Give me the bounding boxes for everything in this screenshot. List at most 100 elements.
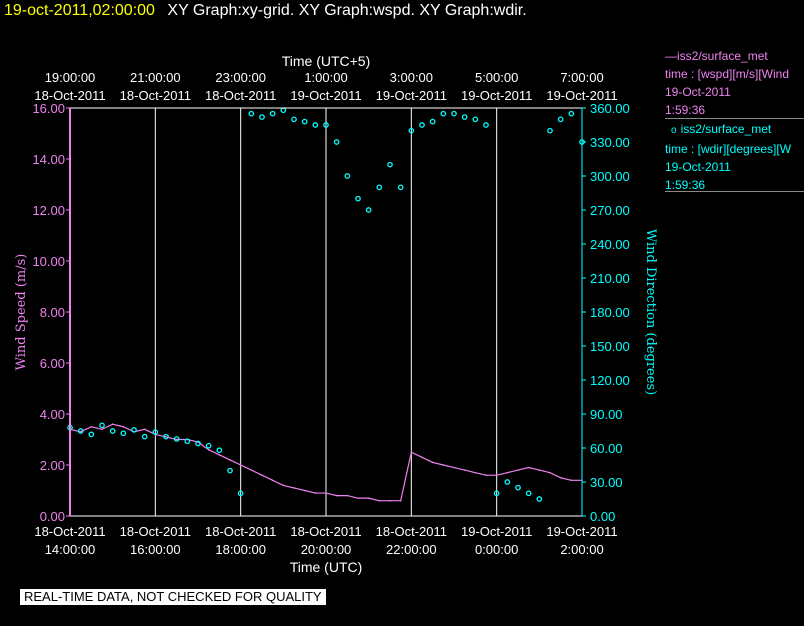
bottom-tick-time: 14:00:00 [45, 542, 96, 557]
wind-direction-point [88, 431, 95, 438]
wind-direction-point [99, 422, 105, 429]
wind-direction-point [280, 107, 287, 114]
wind-speed-point [143, 428, 146, 431]
right-tick-label: 60.00 [590, 441, 623, 456]
wind-speed-point [303, 489, 306, 492]
top-tick-time: 21:00:00 [130, 70, 181, 85]
wind-speed-point [111, 423, 114, 426]
wind-speed-point [314, 492, 317, 494]
bottom-tick-date: 18-Oct-2011 [205, 524, 276, 539]
wind-speed-point [90, 425, 93, 428]
right-axis-label: Wind Direction (degrees) [643, 229, 658, 395]
left-tick-label: 8.00 [40, 305, 65, 320]
wind-speed-point [549, 471, 551, 474]
top-axis-label: Time (UTC+5) [282, 53, 371, 69]
wind-direction-point [451, 110, 457, 117]
legend-wdir-var: time : [wdir][degrees][W [665, 142, 792, 156]
wind-speed-point [357, 497, 359, 499]
legend-divider [665, 118, 804, 119]
right-tick-label: 240.00 [590, 237, 630, 252]
legend-wspd: —iss2/surface_met time : [wspd][m/s][Win… [665, 47, 804, 119]
wind-speed-point [463, 469, 466, 471]
left-tick-label: 14.00 [32, 152, 65, 167]
wind-speed-point [101, 428, 103, 431]
wind-direction-point [120, 430, 127, 437]
left-tick-label: 16.00 [32, 101, 65, 116]
top-tick-time: 23:00:00 [215, 70, 266, 85]
wind-direction-point [227, 467, 233, 474]
wind-direction-point [472, 116, 479, 123]
top-tick-time: 19:00:00 [45, 70, 96, 85]
top-tick-date: 18-Oct-2011 [34, 88, 105, 103]
wind-direction-point [173, 436, 180, 442]
right-tick-label: 270.00 [590, 203, 630, 218]
wind-speed-point [122, 425, 125, 428]
wind-direction-point [376, 184, 383, 191]
right-tick-label: 360.00 [590, 101, 630, 116]
wind-direction-point [131, 427, 137, 433]
left-tick-label: 2.00 [40, 458, 65, 473]
wind-direction-point [195, 440, 201, 447]
top-tick-date: 19-Oct-2011 [546, 88, 617, 103]
wind-speed-point [421, 456, 423, 459]
wind-speed-point [474, 471, 477, 474]
wind-speed-point [538, 469, 541, 471]
legend-divider-2 [665, 191, 804, 192]
legend-wspd-var: time : [wspd][m/s][Wind [665, 67, 790, 81]
wind-direction-point [109, 428, 116, 434]
top-tick-date: 18-Oct-2011 [120, 88, 191, 103]
header-timestamp: 19-oct-2011,02:00:00 [4, 2, 155, 19]
wind-direction-point [344, 173, 351, 179]
wind-direction-point [205, 442, 212, 449]
wind-direction-point [440, 110, 447, 117]
bottom-tick-date: 18-Oct-2011 [376, 524, 447, 539]
bottom-tick-time: 2:00:00 [560, 542, 603, 557]
wind-direction-point [216, 447, 223, 454]
wind-speed-point [207, 448, 210, 451]
legend-wspd-date: 19-Oct-2011 [665, 85, 731, 99]
left-tick-label: 4.00 [40, 407, 65, 422]
wind-speed-point [517, 469, 519, 471]
legend-wdir-date: 19-Oct-2011 [665, 160, 731, 174]
legend-wdir: o iss2/surface_met time : [wdir][degrees]… [665, 120, 804, 192]
wind-direction-point [184, 438, 191, 445]
header-graph-list: XY Graph:xy-grid. XY Graph:wspd. XY Grap… [167, 2, 527, 19]
right-tick-label: 180.00 [590, 305, 630, 320]
bottom-tick-time: 22:00:00 [386, 542, 437, 557]
wind-direction-point [397, 184, 404, 191]
wind-speed-point [527, 466, 530, 469]
wind-speed-point [559, 476, 562, 479]
wind-speed-point [367, 497, 370, 499]
wind-direction-point [312, 122, 319, 128]
wind-direction-point [141, 433, 148, 440]
wind-direction-point [237, 490, 244, 497]
left-tick-label: 12.00 [32, 203, 65, 218]
wind-direction-point [547, 127, 553, 134]
wind-speed-point [165, 436, 167, 438]
top-tick-date: 19-Oct-2011 [376, 88, 447, 103]
wind-speed-point [495, 474, 498, 477]
wind-direction-point [483, 122, 489, 128]
bottom-tick-date: 18-Oct-2011 [290, 524, 361, 539]
bottom-tick-date: 18-Oct-2011 [34, 524, 105, 539]
wind-speed-point [175, 438, 178, 441]
wind-direction-point [461, 114, 468, 120]
wind-speed-point [399, 499, 402, 502]
wind-direction-point [429, 118, 436, 125]
wind-speed-point [282, 484, 285, 487]
wind-speed-point [570, 479, 573, 482]
wind-direction-point [301, 118, 308, 125]
wind-speed-point [453, 466, 455, 469]
left-tick-label: 0.00 [40, 509, 65, 524]
top-tick-date: 19-Oct-2011 [461, 88, 532, 103]
wind-direction-point [77, 428, 84, 434]
right-tick-label: 120.00 [590, 373, 630, 388]
right-tick-label: 330.00 [590, 135, 630, 150]
top-tick-date: 18-Oct-2011 [205, 88, 276, 103]
wind-direction-point [419, 122, 425, 128]
left-tick-label: 6.00 [40, 356, 65, 371]
wind-speed-point [335, 494, 338, 497]
wind-speed-point [79, 431, 82, 433]
wind-speed-point [239, 464, 242, 466]
